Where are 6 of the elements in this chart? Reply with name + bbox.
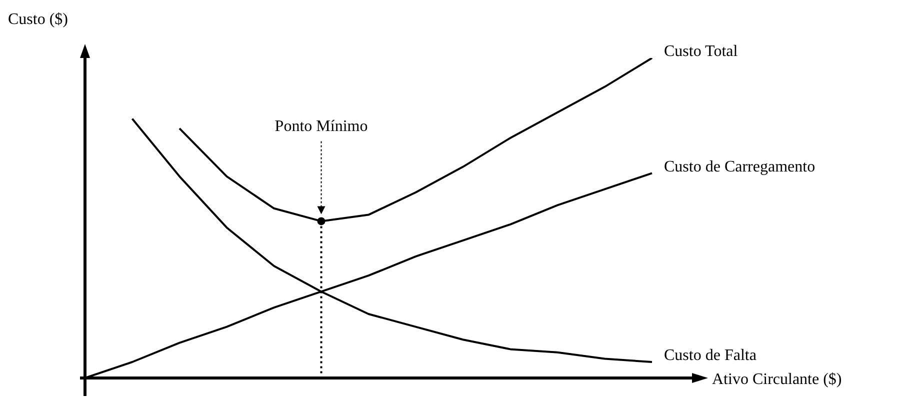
y-axis-title: Custo ($): [8, 11, 68, 28]
annotation: Ponto Mínimo: [274, 118, 368, 136]
series-label: Custo Total: [664, 43, 738, 60]
series-label: Custo de Falta: [664, 347, 756, 364]
x-axis-title: Ativo Circulante ($): [712, 371, 842, 388]
series-label: Custo de Carregamento: [664, 158, 816, 176]
